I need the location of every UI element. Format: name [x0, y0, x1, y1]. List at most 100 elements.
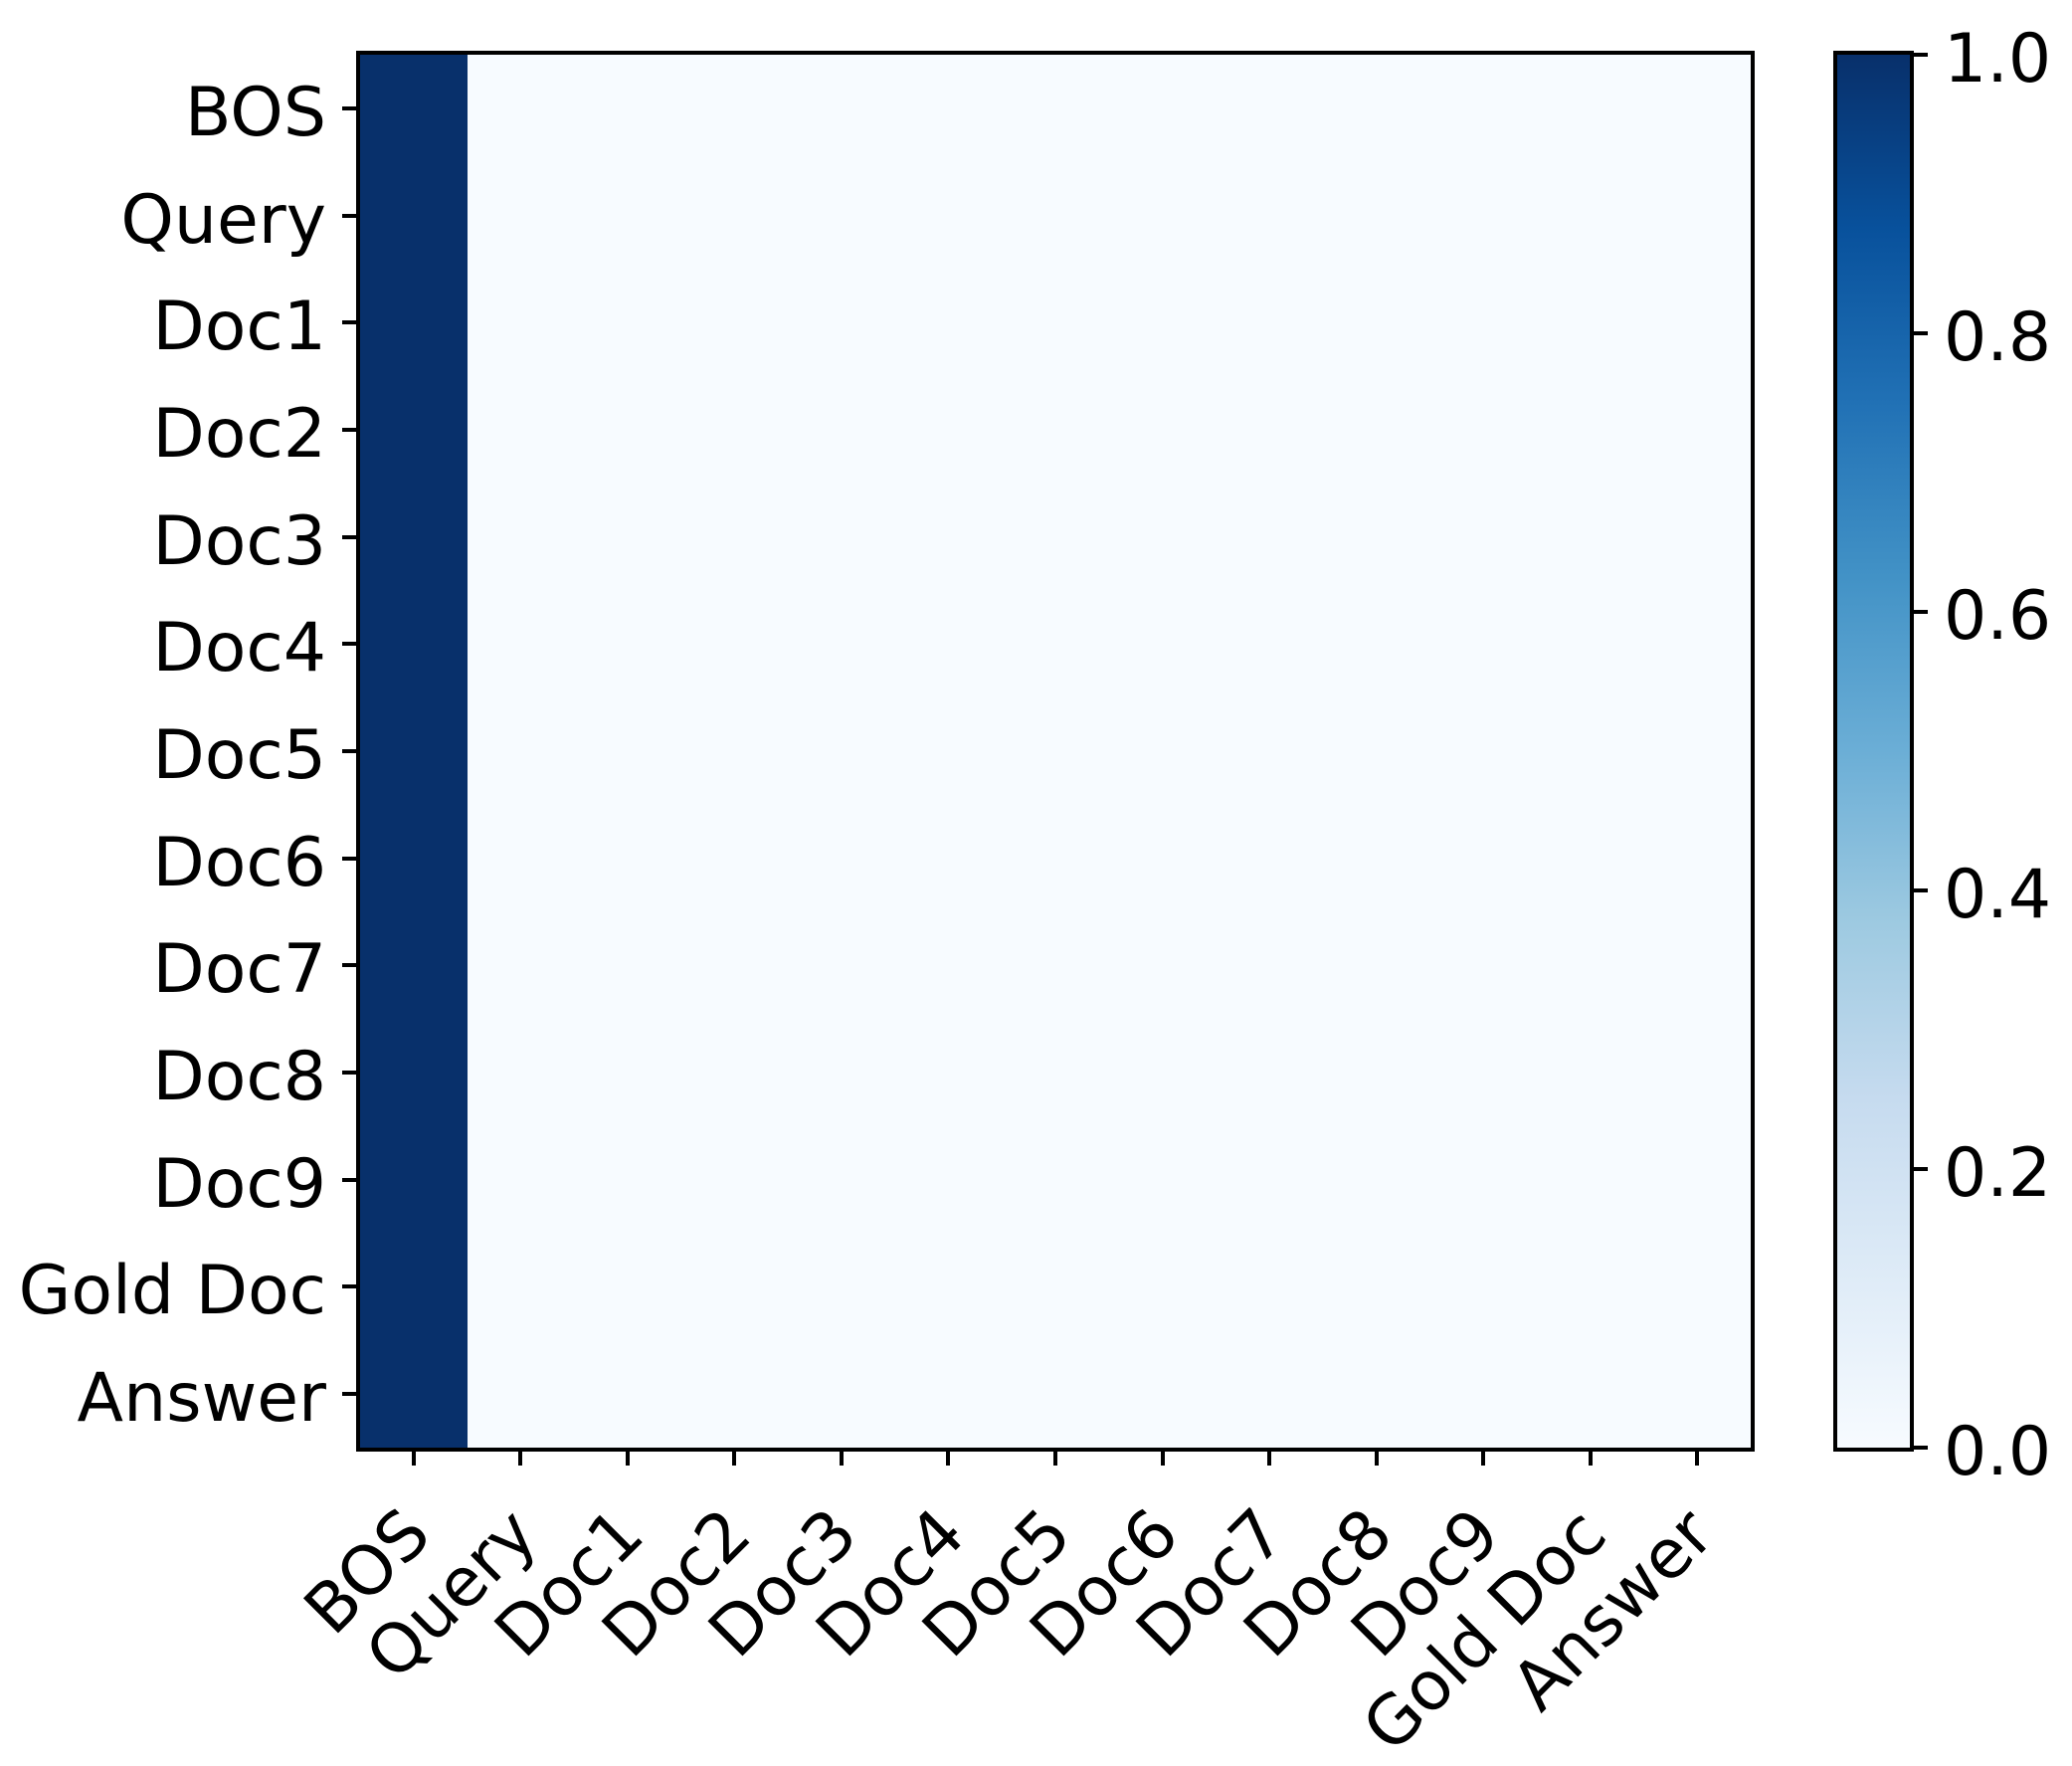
heatmap-cell — [1216, 804, 1323, 912]
heatmap-cell — [894, 55, 1003, 162]
heatmap-cell — [788, 376, 895, 484]
heatmap-cell — [1429, 697, 1537, 805]
y-tick-label: Doc8 — [152, 1038, 326, 1117]
heatmap-cell — [1002, 804, 1109, 912]
heatmap-cell — [1216, 1125, 1323, 1234]
heatmap-cell — [788, 804, 895, 912]
y-tick-mark — [342, 213, 356, 218]
heatmap-cell — [1643, 161, 1751, 270]
heatmap-cell — [680, 1125, 789, 1234]
x-tick-mark — [1374, 1452, 1379, 1466]
heatmap-cell — [1216, 161, 1323, 270]
y-tick-label: Doc3 — [152, 501, 326, 581]
heatmap-cell — [360, 269, 468, 377]
heatmap-cell — [1429, 55, 1537, 162]
heatmap-cell — [1643, 590, 1751, 698]
heatmap-cell — [1536, 269, 1644, 377]
heatmap-cell — [1429, 1019, 1537, 1126]
y-tick-mark — [342, 1071, 356, 1076]
heatmap-cell — [467, 1019, 575, 1126]
heatmap-cell — [360, 697, 468, 805]
heatmap-cell — [894, 269, 1003, 377]
heatmap-cell — [894, 483, 1003, 591]
heatmap-cell — [1322, 1125, 1430, 1234]
heatmap-cell — [1002, 55, 1109, 162]
y-tick-label: Doc2 — [152, 394, 326, 474]
heatmap-cell — [1322, 55, 1430, 162]
heatmap-cell — [574, 1340, 681, 1448]
heatmap-cell — [894, 590, 1003, 698]
x-tick-mark — [946, 1452, 951, 1466]
y-tick-mark — [342, 534, 356, 539]
heatmap-cell — [574, 1233, 681, 1341]
heatmap-cell — [788, 161, 895, 270]
heatmap-cell — [894, 376, 1003, 484]
heatmap-cell — [1108, 804, 1217, 912]
heatmap-cell — [1429, 1340, 1537, 1448]
heatmap-cell — [1643, 1340, 1751, 1448]
heatmap-cell — [467, 483, 575, 591]
heatmap-cell — [680, 1340, 789, 1448]
heatmap-cell — [1108, 1019, 1217, 1126]
heatmap-cell — [1429, 911, 1537, 1020]
heatmap-cell — [894, 1125, 1003, 1234]
x-tick-mark — [732, 1452, 737, 1466]
heatmap-cell — [1108, 590, 1217, 698]
heatmap-cell — [1322, 483, 1430, 591]
heatmap-cell — [1322, 161, 1430, 270]
y-tick-mark — [342, 1177, 356, 1182]
y-tick-label: Doc9 — [152, 1144, 326, 1224]
heatmap-cell — [1216, 1019, 1323, 1126]
y-tick-mark — [342, 856, 356, 861]
heatmap-cell — [1429, 1125, 1537, 1234]
heatmap-cell — [360, 911, 468, 1020]
heatmap-cell — [1536, 1233, 1644, 1341]
heatmap-cell — [894, 1340, 1003, 1448]
heatmap-cell — [467, 376, 575, 484]
heatmap-cell — [1536, 376, 1644, 484]
y-tick-label: Doc4 — [152, 609, 326, 688]
heatmap-cell — [360, 590, 468, 698]
heatmap-cell — [574, 804, 681, 912]
heatmap-cell — [788, 269, 895, 377]
heatmap-cell — [1108, 1340, 1217, 1448]
heatmap-cell — [467, 804, 575, 912]
heatmap-cell — [467, 911, 575, 1020]
y-tick-label: Doc7 — [152, 930, 326, 1010]
colorbar-tick-mark — [1914, 1167, 1928, 1171]
heatmap-cell — [574, 590, 681, 698]
heatmap-cell — [1322, 590, 1430, 698]
heatmap-plot-area — [356, 51, 1755, 1452]
heatmap-cell — [1216, 269, 1323, 377]
heatmap-cell — [1536, 804, 1644, 912]
heatmap-cell — [1322, 1233, 1430, 1341]
heatmap-cell — [1429, 269, 1537, 377]
heatmap-cell — [1643, 1233, 1751, 1341]
heatmap-cell — [1429, 483, 1537, 591]
x-tick-mark — [518, 1452, 523, 1466]
heatmap-cell — [1108, 697, 1217, 805]
x-tick-mark — [411, 1452, 416, 1466]
heatmap-cell — [1429, 590, 1537, 698]
x-tick-mark — [839, 1452, 844, 1466]
x-tick-mark — [1695, 1452, 1700, 1466]
heatmap-cell — [1429, 161, 1537, 270]
y-tick-mark — [342, 749, 356, 753]
heatmap-cell — [1536, 697, 1644, 805]
x-tick-mark — [1160, 1452, 1165, 1466]
y-tick-label: Gold Doc — [18, 1252, 326, 1331]
heatmap-cell — [1002, 161, 1109, 270]
heatmap-cell — [1216, 911, 1323, 1020]
heatmap-cell — [788, 697, 895, 805]
heatmap-cell — [1002, 483, 1109, 591]
heatmap-cell — [1002, 269, 1109, 377]
heatmap-cell — [1002, 1125, 1109, 1234]
heatmap-cell — [1002, 590, 1109, 698]
heatmap-cell — [1002, 1019, 1109, 1126]
heatmap-cell — [467, 1233, 575, 1341]
heatmap-cell — [894, 697, 1003, 805]
heatmap-cell — [1429, 1233, 1537, 1341]
heatmap-cell — [680, 804, 789, 912]
heatmap-cell — [1429, 376, 1537, 484]
